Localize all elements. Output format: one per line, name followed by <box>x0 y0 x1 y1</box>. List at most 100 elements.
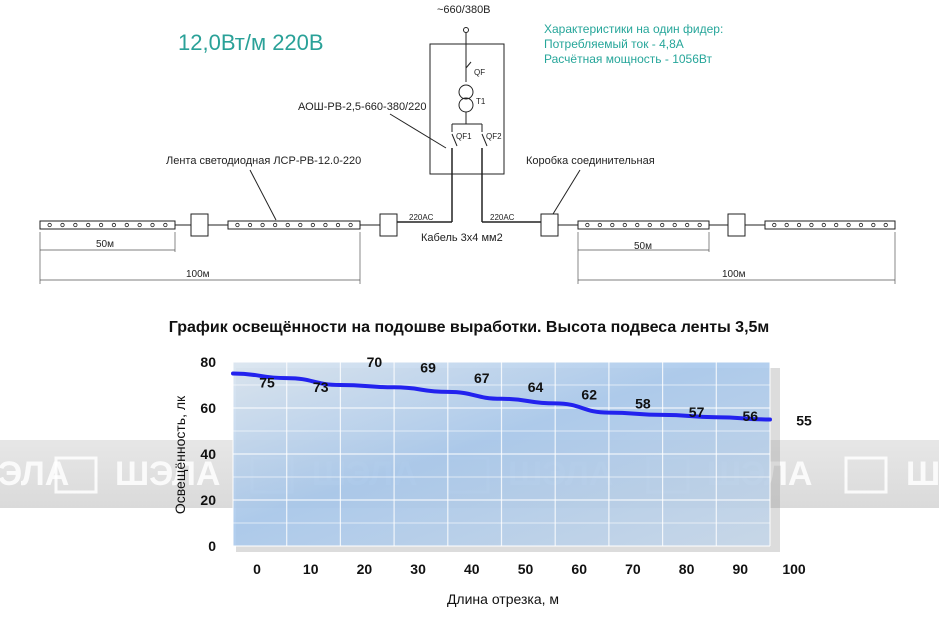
dim-100-right: 100м <box>722 269 746 280</box>
qf2-switch <box>481 133 488 147</box>
led-dot <box>335 222 341 228</box>
ac-right-label: 220AC <box>490 213 515 222</box>
led-dot <box>784 222 789 228</box>
data-label: 62 <box>581 386 597 402</box>
chart-title: График освещённости на подошве выработки… <box>169 319 770 336</box>
spec-line-1: Характеристики на один фидер: <box>544 22 723 36</box>
led-dot <box>98 222 104 228</box>
y-tick-label: 60 <box>200 400 216 416</box>
led-dot <box>846 222 851 228</box>
led-dot <box>247 222 253 228</box>
x-tick-label: 50 <box>518 561 534 577</box>
led-dot <box>273 222 278 228</box>
led-dot <box>47 222 52 228</box>
box-label: Коробка соединительная <box>526 155 655 167</box>
data-labels: 75 73 70 69 67 64 62 58 57 56 55 <box>259 354 812 429</box>
y-tick-label: 20 <box>200 492 216 508</box>
y-tick-labels: 0 20 40 60 80 <box>200 354 216 554</box>
t1-label: T1 <box>476 97 486 106</box>
strip-label: Лента светодиодная ЛСР-РВ-12.0-220 <box>166 155 361 167</box>
data-label: 70 <box>367 354 383 370</box>
led-dot <box>60 222 65 228</box>
data-label: 73 <box>313 379 329 395</box>
data-label: 64 <box>528 379 544 395</box>
x-tick-label: 60 <box>571 561 587 577</box>
x-tick-label: 20 <box>357 561 373 577</box>
y-tick-label: 40 <box>200 446 216 462</box>
data-label: 55 <box>796 413 812 429</box>
watermark-text: Ш <box>906 455 939 493</box>
led-dot <box>660 222 665 228</box>
qf1-label: QF1 <box>456 132 472 141</box>
qf-switch <box>465 61 472 69</box>
x-tick-label: 0 <box>253 561 261 577</box>
data-label: 75 <box>259 375 275 391</box>
qf1-switch <box>451 133 458 147</box>
led-dot <box>585 222 590 228</box>
data-label: 58 <box>635 396 651 412</box>
led-dot <box>697 222 702 228</box>
x-tick-label: 90 <box>733 561 749 577</box>
led-dot <box>298 222 303 228</box>
supply-label: ~660/380В <box>437 4 491 16</box>
device-label: АОШ-РВ-2,5-660-380/220 <box>298 101 426 113</box>
data-label: 56 <box>743 408 759 424</box>
gridlines <box>232 361 771 547</box>
led-dot <box>796 222 802 228</box>
led-dot <box>124 222 129 228</box>
led-dot <box>163 222 168 228</box>
x-tick-label: 100 <box>782 561 806 577</box>
y-tick-label: 80 <box>200 354 216 370</box>
data-label: 69 <box>420 359 436 375</box>
watermark-text: ШЭЛА <box>115 455 220 493</box>
led-dot <box>858 222 864 228</box>
led-dot <box>622 222 627 228</box>
cabinet-box <box>429 43 505 175</box>
led-dot <box>235 222 240 228</box>
led-dot <box>150 222 155 228</box>
watermark-logo <box>54 456 98 494</box>
x-tick-labels: 0 10 20 30 40 50 60 70 80 90 100 <box>253 561 806 577</box>
x-tick-label: 80 <box>679 561 695 577</box>
led-dot <box>871 222 876 228</box>
led-dot <box>323 222 328 228</box>
x-tick-label: 10 <box>303 561 319 577</box>
led-dot <box>111 222 117 228</box>
led-dot <box>597 222 602 228</box>
x-tick-label: 70 <box>625 561 641 577</box>
led-dot <box>672 222 677 228</box>
led-dot <box>647 222 652 228</box>
spec-line-2: Потребляемый ток - 4,8А <box>544 37 684 51</box>
led-dot <box>883 222 888 228</box>
led-dot <box>137 222 142 228</box>
transformer-coil-1 <box>458 84 474 100</box>
led-dot <box>834 222 839 228</box>
led-dot <box>310 222 315 228</box>
dim-100-left: 100м <box>186 269 210 280</box>
x-tick-label: 30 <box>410 561 426 577</box>
led-dot <box>610 222 615 228</box>
led-dot <box>635 222 640 228</box>
data-label: 67 <box>474 370 490 386</box>
watermark-logo <box>844 456 888 494</box>
led-dot <box>685 222 690 228</box>
x-axis-label: Длина отрезка, м <box>447 591 559 607</box>
data-label: 57 <box>689 404 705 420</box>
led-dot <box>86 222 91 228</box>
y-axis-label: Освещённость, лк <box>172 395 188 514</box>
power-rating: 12,0Вт/м 220В <box>178 30 324 55</box>
y-tick-label: 0 <box>208 538 216 554</box>
watermark-text: ЭЛА <box>0 455 69 493</box>
ac-left-label: 220AC <box>409 213 434 222</box>
x-tick-label: 40 <box>464 561 480 577</box>
led-dot <box>348 222 353 228</box>
led-dot <box>821 222 826 228</box>
qf2-label: QF2 <box>486 132 502 141</box>
led-dot <box>809 222 814 228</box>
wiring-diagram: 12,0Вт/м 220В ~660/380В Характеристики н… <box>39 4 896 284</box>
led-dot <box>73 222 78 228</box>
led-dot <box>285 222 290 228</box>
spec-line-3: Расчётная мощность - 1056Вт <box>544 52 713 66</box>
dim-50-right: 50м <box>634 241 652 252</box>
